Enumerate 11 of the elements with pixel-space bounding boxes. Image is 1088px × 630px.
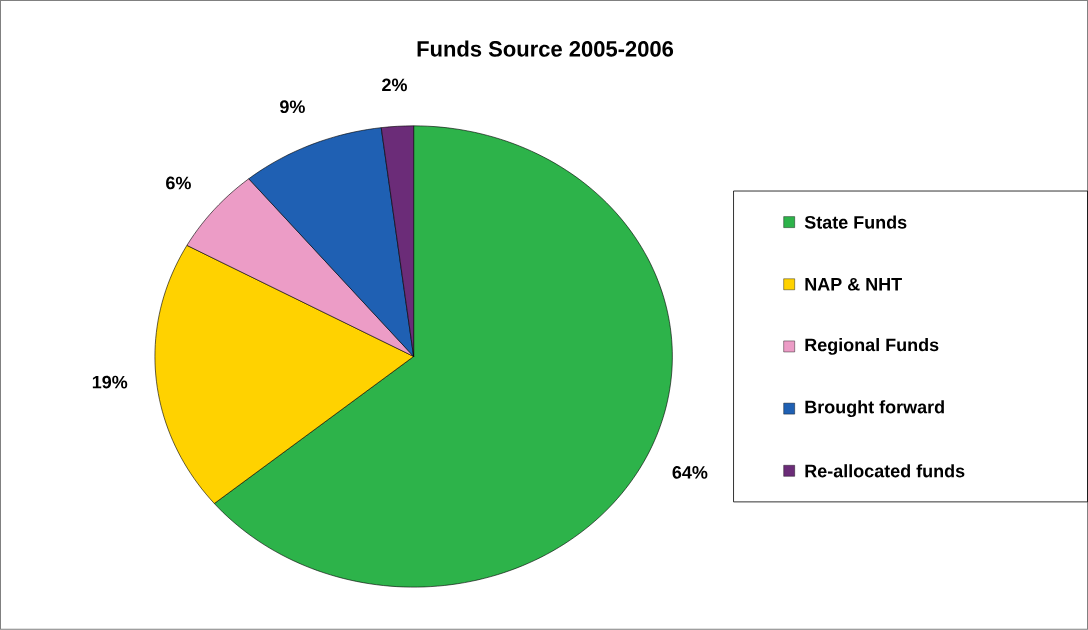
legend-label: Brought forward: [805, 400, 944, 418]
data-label: 6%: [166, 176, 191, 190]
data-label: 9%: [280, 100, 305, 114]
data-label: 19%: [92, 375, 128, 389]
legend-label: Re-allocated funds: [805, 464, 965, 478]
legend-label: State Funds: [804, 215, 907, 229]
data-label: 64%: [672, 466, 708, 479]
legend-label: NAP & NHT: [805, 278, 902, 291]
legend-label: Regional Funds: [805, 338, 939, 355]
chart-title: Funds Source 2005-2006: [417, 40, 674, 57]
data-label: 2%: [382, 78, 407, 92]
